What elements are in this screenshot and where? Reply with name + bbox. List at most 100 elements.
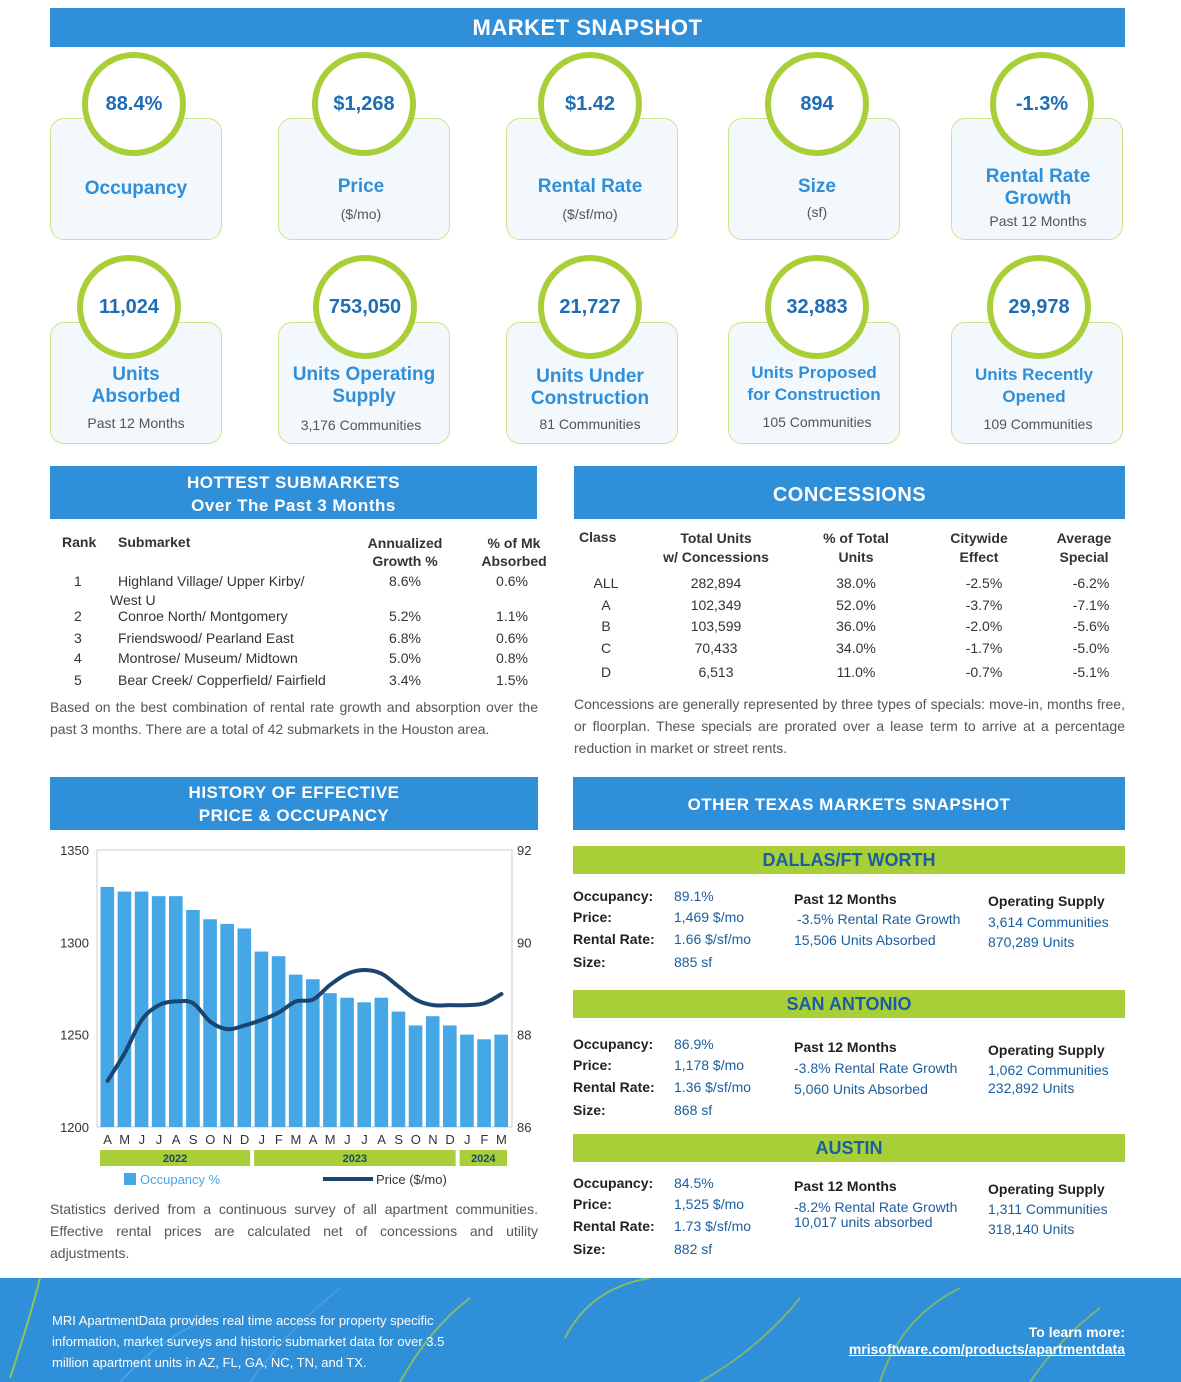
absorbed-header: % of Mk Absorbed	[481, 535, 547, 569]
month-tick-label: J	[156, 1132, 163, 1147]
hottest-note: Based on the best combination of rental …	[50, 699, 538, 737]
citywide-header: Citywide Effect	[950, 530, 1008, 565]
month-tick-label: D	[240, 1132, 249, 1147]
month-tick-label: D	[445, 1132, 454, 1147]
hottest-submarkets-title: HOTTEST SUBMARKETS Over The Past 3 Month…	[50, 466, 537, 519]
year-label: 2022	[163, 1153, 187, 1165]
proposed-label: Units Proposed for Construction	[747, 363, 881, 404]
size-sub: (sf)	[806, 204, 828, 220]
units-absorbed-value: 11,024	[77, 255, 181, 359]
occupancy-bar	[271, 956, 286, 1127]
plot-area	[96, 849, 513, 1128]
month-tick-label: A	[103, 1132, 112, 1147]
hottest-title-line1: HOTTEST SUBMARKETS	[187, 473, 400, 492]
occupancy-bar	[357, 1002, 371, 1127]
class-header: Class	[579, 529, 617, 545]
month-tick-label: O	[205, 1132, 215, 1147]
occupancy-bar	[323, 993, 337, 1127]
rental-growth-sub: Past 12 Months	[989, 213, 1087, 229]
occupancy-bar	[425, 1016, 440, 1127]
legend-occupancy-swatch	[124, 1173, 136, 1185]
price-value: $1,268	[312, 52, 416, 156]
left-tick-label: 1200	[60, 1120, 89, 1135]
units-absorbed-sub: Past 12 Months	[87, 415, 185, 431]
occupancy-bar	[169, 896, 183, 1127]
footer: MRI ApartmentData provides real time acc…	[0, 1278, 1181, 1382]
footer-learn-more: To learn more:	[1028, 1324, 1125, 1340]
occupancy-bar	[220, 923, 234, 1127]
occupancy-bar	[254, 951, 269, 1127]
occupancy-bar	[494, 1034, 508, 1127]
right-tick-label: 88	[517, 1028, 531, 1043]
month-tick-label: M	[496, 1132, 507, 1147]
month-tick-label: N	[428, 1132, 437, 1147]
right-tick-label: 92	[517, 843, 531, 858]
right-tick-label: 90	[517, 935, 531, 950]
footer-link[interactable]: mrisoftware.com/products/apartmentdata	[848, 1341, 1125, 1357]
occupancy-bar	[477, 1039, 491, 1127]
history-note: Statistics derived from a continuous sur…	[50, 1201, 538, 1261]
under-construction-sub: 81 Communities	[539, 416, 641, 432]
year-label: 2024	[471, 1153, 496, 1165]
year-band	[459, 1150, 507, 1166]
occupancy-bar	[443, 1025, 457, 1127]
month-tick-label: O	[411, 1132, 421, 1147]
size-value: 894	[765, 52, 869, 156]
occupancy-bar	[374, 997, 389, 1127]
month-tick-label: J	[344, 1132, 351, 1147]
price-label: Price	[337, 176, 385, 197]
rental-rate-sub: ($/sf/mo)	[562, 206, 618, 222]
month-tick-label: F	[275, 1132, 283, 1147]
history-title: HISTORY OF EFFECTIVE PRICE & OCCUPANCY	[50, 777, 538, 830]
market-snapshot-title: MARKET SNAPSHOT	[50, 8, 1125, 47]
proposed-value: 32,883	[765, 255, 869, 359]
concessions-note: Concessions are generally represented by…	[574, 696, 1125, 756]
month-tick-label: J	[464, 1132, 471, 1147]
operating-supply-label: Units Operating Supply	[292, 364, 436, 407]
occupancy-bar	[391, 1011, 406, 1127]
rank-header: Rank	[62, 534, 97, 550]
year-band	[254, 1150, 456, 1166]
history-title-line1: HISTORY OF EFFECTIVE	[188, 783, 400, 802]
month-tick-label: A	[309, 1132, 318, 1147]
month-tick-label: M	[325, 1132, 336, 1147]
legend-occupancy-label: Occupancy %	[140, 1172, 221, 1187]
month-tick-label: A	[377, 1132, 386, 1147]
market-title-san-antonio: SAN ANTONIO	[573, 990, 1125, 1018]
under-construction-label: Units Under Construction	[530, 366, 650, 409]
month-tick-label: S	[394, 1132, 403, 1147]
occupancy-bar	[186, 910, 200, 1127]
recently-opened-value: 29,978	[987, 255, 1091, 359]
occupancy-bar	[151, 896, 166, 1127]
leaf-pattern-decoration	[9, 1278, 1101, 1382]
footer-text: MRI ApartmentData provides real time acc…	[52, 1313, 445, 1370]
right-tick-label: 86	[517, 1120, 531, 1135]
year-label: 2023	[343, 1153, 367, 1165]
occupancy-label: Occupancy	[84, 178, 188, 199]
rental-growth-value: -1.3%	[990, 52, 1094, 156]
occupancy-bar	[408, 1025, 423, 1127]
total-units-header: Total Units w/ Concessions	[663, 530, 769, 565]
hottest-title-line2: Over The Past 3 Months	[191, 496, 396, 515]
market-title-austin: AUSTIN	[573, 1134, 1125, 1162]
growth-header: Annualized Growth %	[367, 535, 443, 569]
operating-supply-value: 753,050	[313, 255, 417, 359]
month-tick-label: J	[361, 1132, 368, 1147]
units-absorbed-label: Units Absorbed	[91, 364, 181, 407]
month-tick-label: M	[119, 1132, 130, 1147]
occupancy-value: 88.4%	[82, 52, 186, 156]
special-header: Average Special	[1056, 530, 1112, 565]
concessions-title: CONCESSIONS	[574, 466, 1125, 519]
price-sub: ($/mo)	[340, 206, 382, 222]
history-title-line2: PRICE & OCCUPANCY	[198, 806, 390, 825]
operating-supply-sub: 3,176 Communities	[300, 417, 422, 433]
occupancy-bar	[134, 891, 149, 1127]
left-tick-label: 1300	[60, 935, 89, 950]
size-label: Size	[797, 176, 837, 197]
occupancy-bar	[237, 928, 252, 1127]
market-title-dallas: DALLAS/FT WORTH	[573, 846, 1125, 874]
other-markets-title: OTHER TEXAS MARKETS SNAPSHOT	[573, 777, 1125, 830]
left-tick-label: 1350	[60, 843, 89, 858]
month-tick-label: F	[480, 1132, 488, 1147]
proposed-sub: 105 Communities	[762, 414, 872, 430]
